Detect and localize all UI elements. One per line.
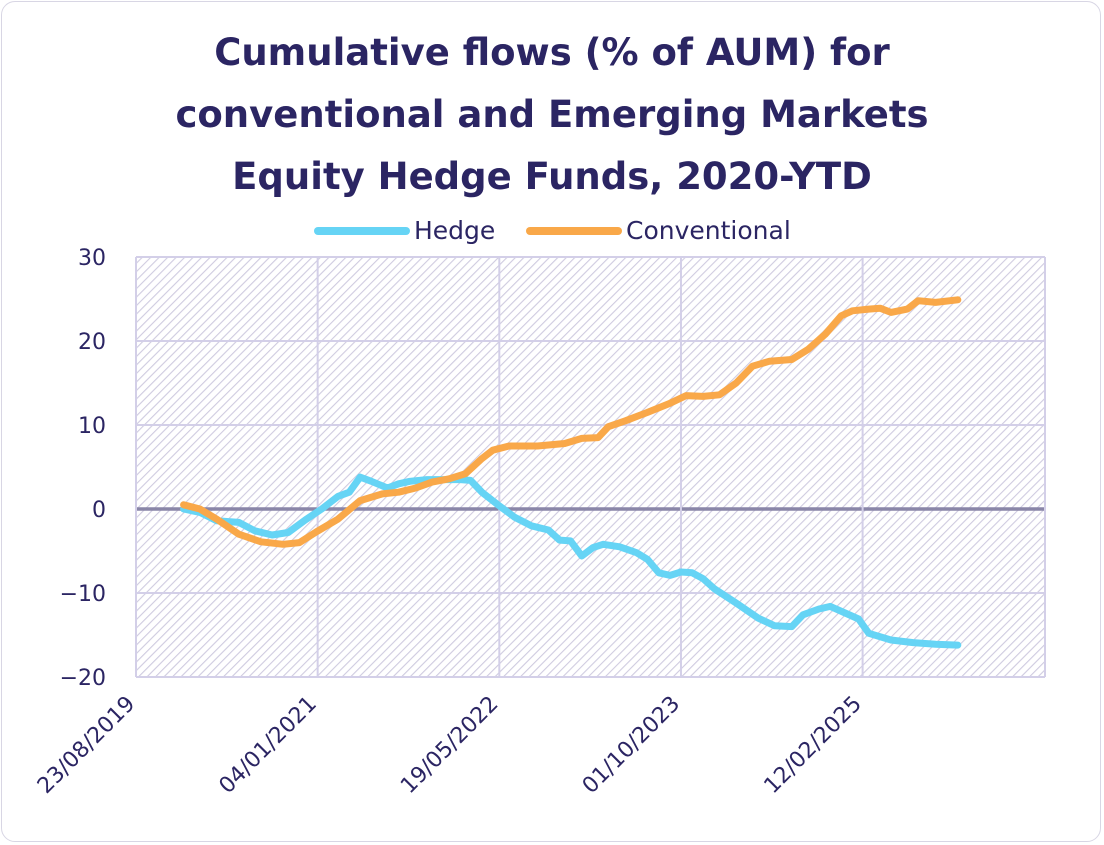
x-tick-label: 01/10/2023 — [578, 692, 685, 799]
chart-title-line-2: conventional and Emerging Markets — [175, 93, 929, 136]
series-line-hedge — [180, 473, 962, 649]
chart-title: Cumulative flows (% of AUM) for conventi… — [0, 22, 1104, 208]
legend-label-hedge: Hedge — [414, 216, 495, 245]
y-tick-label: −20 — [60, 666, 106, 691]
legend-label-conventional: Conventional — [626, 216, 791, 245]
x-tick-label: 23/08/2019 — [33, 692, 140, 799]
legend: Hedge Conventional — [314, 216, 791, 245]
y-tick-label: 20 — [78, 330, 106, 355]
chart-title-line-3: Equity Hedge Funds, 2020-YTD — [232, 155, 872, 198]
series-lines — [180, 296, 962, 649]
y-tick-label: 0 — [92, 498, 106, 523]
y-tick-label: 10 — [78, 414, 106, 439]
grid-lines — [135, 256, 1046, 678]
series-line-conventional — [180, 296, 962, 548]
x-tick-label: 12/02/2025 — [760, 692, 867, 799]
chart-title-line-1: Cumulative flows (% of AUM) for — [214, 31, 890, 74]
y-tick-label: −10 — [60, 582, 106, 607]
plot-area — [136, 257, 1045, 677]
x-tick-label: 19/05/2022 — [396, 692, 503, 799]
y-tick-label: 30 — [78, 246, 106, 271]
x-tick-label: 04/01/2021 — [215, 692, 322, 799]
